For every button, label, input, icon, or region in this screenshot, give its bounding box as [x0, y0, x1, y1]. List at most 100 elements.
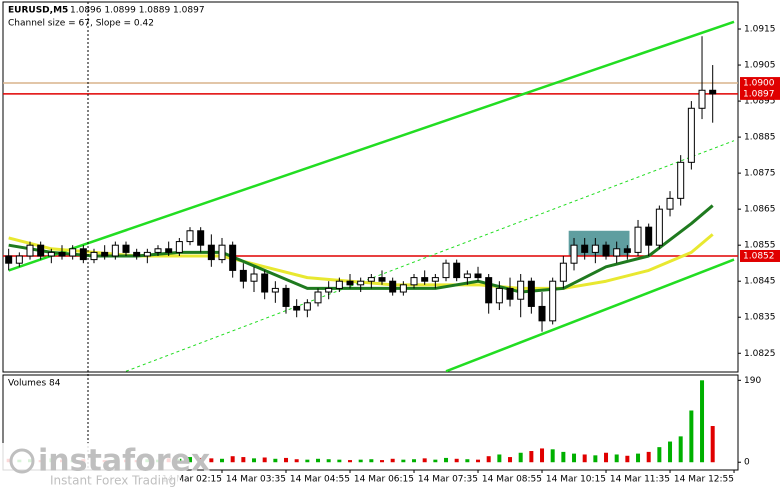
- candle-body: [431, 277, 439, 282]
- candle-body: [687, 107, 695, 163]
- candle-body: [111, 244, 119, 257]
- volume-bar: [668, 441, 673, 463]
- y-tick-label: 1.0875: [744, 169, 776, 179]
- volume-bar: [593, 455, 598, 463]
- volume-bar: [433, 459, 438, 463]
- candle-body: [239, 269, 247, 282]
- volume-bar: [465, 459, 470, 463]
- chart-title: EURUSD,M5: [8, 6, 68, 16]
- y-tick-label: 1.0885: [744, 133, 776, 143]
- volume-tick-label: 190: [744, 376, 761, 386]
- volume-bar: [369, 459, 374, 463]
- candle-body: [634, 226, 642, 253]
- candle-body: [37, 244, 45, 257]
- candle-body: [527, 280, 535, 307]
- candle-body: [453, 262, 461, 279]
- candle-body: [325, 287, 333, 293]
- volume-bar: [294, 459, 299, 463]
- candle-body: [58, 251, 66, 257]
- trend-line: [8, 20, 735, 272]
- volume-bar: [358, 459, 363, 463]
- y-tick-label: 1.0895: [744, 97, 776, 107]
- candle-body: [165, 248, 173, 253]
- candle-body: [133, 251, 141, 257]
- candle-body: [410, 277, 418, 286]
- candle-body: [335, 280, 343, 289]
- watermark-tagline: Instant Forex Trading: [50, 474, 176, 488]
- candle-body: [463, 273, 471, 279]
- candle-body: [79, 248, 87, 261]
- x-tick-label: 14 Mar 10:15: [546, 475, 606, 485]
- volume-bar: [476, 459, 481, 463]
- watermark-brand: instaforex: [38, 444, 210, 479]
- candle-body: [143, 251, 151, 257]
- level-label: 1.0900: [743, 79, 775, 89]
- volume-bar: [188, 457, 193, 463]
- candle-body: [442, 262, 450, 279]
- volume-bar: [241, 457, 246, 463]
- volume-tick-label: 0: [744, 458, 750, 468]
- candle-body: [591, 244, 599, 253]
- level-label: 1.0852: [743, 251, 775, 261]
- trend-line: [445, 258, 735, 372]
- candle-body: [271, 287, 279, 293]
- volume-bar: [209, 458, 214, 463]
- y-tick-label: 1.0845: [744, 277, 776, 287]
- volume-bar: [646, 451, 651, 463]
- volume-bar: [380, 460, 385, 463]
- volume-title: Volumes 84: [8, 379, 61, 389]
- volume-bar: [710, 426, 715, 463]
- candle-body: [677, 161, 685, 199]
- candle-body: [282, 287, 290, 307]
- y-tick-label: 1.0865: [744, 205, 776, 215]
- candle-body: [655, 208, 663, 246]
- volume-bar: [444, 457, 449, 463]
- volume-bar: [572, 453, 577, 463]
- price-plot: [3, 20, 738, 372]
- candle-body: [122, 244, 130, 253]
- volume-bar: [518, 452, 523, 463]
- volume-bar: [550, 449, 555, 463]
- volume-bar: [326, 459, 331, 463]
- x-tick-label: 14 Mar 04:55: [290, 475, 350, 485]
- candle-body: [538, 305, 546, 322]
- volume-bar: [678, 436, 683, 463]
- candle-body: [666, 197, 674, 210]
- x-tick-label: 14 Mar 06:15: [354, 475, 414, 485]
- volume-plot: [6, 380, 715, 463]
- trend-line: [125, 140, 735, 372]
- y-tick-label: 1.0835: [744, 313, 776, 323]
- candle-body: [709, 89, 717, 95]
- axes: 1.0915 1.0905 1.0895 1.0885 1.0875 1.0865 1.08…: [162, 25, 780, 485]
- candle-body: [218, 244, 226, 261]
- candle-body: [698, 89, 706, 109]
- level-label: 1.0897: [743, 89, 775, 99]
- volume-bar: [337, 459, 342, 463]
- candle-body: [506, 287, 514, 300]
- volume-bar: [529, 451, 534, 463]
- moving-average: [8, 204, 714, 294]
- volume-bar: [422, 458, 427, 463]
- candle-body: [549, 280, 557, 322]
- candle-body: [378, 277, 386, 282]
- x-tick-label: 14 Mar 07:35: [418, 475, 478, 485]
- x-tick-label: 14 Mar 12:55: [674, 475, 734, 485]
- volume-bar: [316, 458, 321, 463]
- candle-body: [101, 251, 109, 257]
- candle-body: [357, 280, 365, 286]
- candle-body: [517, 280, 525, 300]
- candle-body: [485, 277, 493, 304]
- level-label-box: [740, 87, 780, 100]
- volume-bar: [689, 410, 694, 463]
- volume-bar: [508, 457, 513, 463]
- candle-body: [293, 305, 301, 311]
- y-tick-label: 1.0855: [744, 241, 776, 251]
- candle-body: [421, 277, 429, 282]
- volume-bar: [625, 455, 630, 463]
- level-label-box: [740, 249, 780, 262]
- candle-body: [175, 241, 183, 253]
- volume-bar: [604, 452, 609, 463]
- volume-bar: [636, 453, 641, 463]
- candle-body: [367, 277, 375, 282]
